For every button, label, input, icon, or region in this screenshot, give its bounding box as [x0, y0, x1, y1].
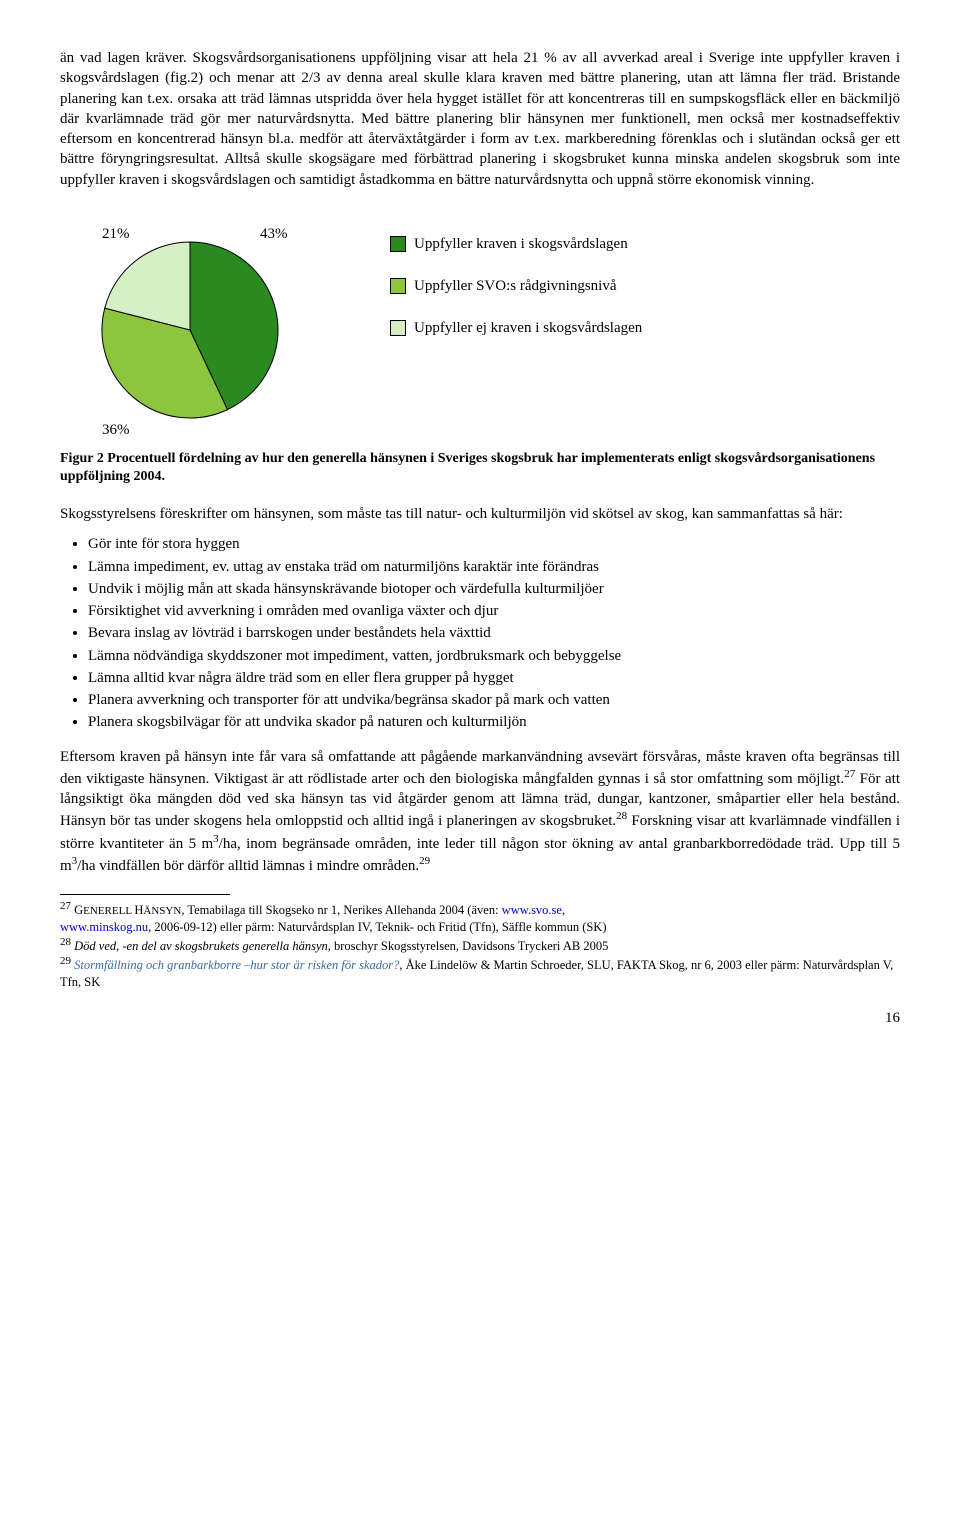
link-minskog[interactable]: www.minskog.nu [60, 920, 148, 934]
fn28-c: , broschyr Skogsstyrelsen, Davidsons Try… [328, 939, 609, 953]
fn27-f: , [562, 903, 565, 917]
pie-label-43: 43% [260, 224, 288, 244]
page-number: 16 [60, 1008, 900, 1028]
list-item: Planera skogsbilvägar för att undvika sk… [88, 712, 900, 732]
legend-text: Uppfyller kraven i skogsvårdslagen [414, 234, 628, 254]
pie-chart: 21% 43% 36% [60, 212, 360, 442]
fn29-b: Stormfällning och granbarkborre –hur sto… [74, 958, 399, 972]
legend-text: Uppfyller ej kraven i skogsvårdslagen [414, 318, 642, 338]
list-item: Lämna impediment, ev. uttag av enstaka t… [88, 557, 900, 577]
legend-swatch [390, 236, 406, 252]
fn27-b: ENERELL [83, 905, 134, 917]
pie-label-36: 36% [102, 420, 130, 440]
p3-seg-a: Eftersom kraven på hänsyn inte får vara … [60, 749, 900, 787]
fn28-num: 28 [60, 936, 71, 948]
fn28-b: Död ved, -en del av skogsbrukets generel… [74, 939, 328, 953]
legend-item: Uppfyller SVO:s rådgivningsnivå [390, 276, 642, 296]
footnote-ref-28: 28 [616, 810, 627, 822]
list-item: Planera avverkning och transporter för a… [88, 690, 900, 710]
footnote-29: 29 Stormfällning och granbarkborre –hur … [60, 954, 900, 990]
bullet-list: Gör inte för stora hyggen Lämna impedimen… [60, 534, 900, 732]
fn27-num: 27 [60, 900, 71, 912]
list-item: Undvik i möjlig mån att skada hänsynskrä… [88, 579, 900, 599]
figure-caption: Figur 2 Procentuell fördelning av hur de… [60, 450, 900, 486]
list-item: Gör inte för stora hyggen [88, 534, 900, 554]
figure-2: 21% 43% 36% Uppfyller kraven i skogsvård… [60, 212, 900, 442]
footnote-28: 28 Död ved, -en del av skogsbrukets gene… [60, 935, 900, 954]
fn27-d: ÄNSYN [143, 905, 181, 917]
fn27-g: , 2006-09-12) eller pärm: Naturvårdsplan… [148, 920, 606, 934]
p3-seg-e: /ha vindfällen bör därför alltid lämnas … [77, 858, 419, 874]
list-item: Bevara inslag av lövträd i barrskogen un… [88, 623, 900, 643]
fn27-e: , Temabilaga till Skogseko nr 1, Nerikes… [181, 903, 501, 917]
pie-legend: Uppfyller kraven i skogsvårdslagen Uppfyl… [390, 234, 642, 361]
paragraph-3: Eftersom kraven på hänsyn inte får vara … [60, 747, 900, 877]
pie-svg [60, 212, 360, 442]
list-item: Försiktighet vid avverkning i områden me… [88, 601, 900, 621]
legend-swatch [390, 320, 406, 336]
footnote-ref-29: 29 [419, 855, 430, 867]
list-item: Lämna alltid kvar några äldre träd som e… [88, 668, 900, 688]
legend-item: Uppfyller kraven i skogsvårdslagen [390, 234, 642, 254]
list-item: Lämna nödvändiga skyddszoner mot impedim… [88, 646, 900, 666]
legend-item: Uppfyller ej kraven i skogsvårdslagen [390, 318, 642, 338]
fn27-a: G [71, 903, 83, 917]
footnote-rule [60, 894, 230, 895]
paragraph-2: Skogsstyrelsens föreskrifter om hänsynen… [60, 504, 900, 524]
footnote-ref-27: 27 [844, 768, 855, 780]
pie-label-21: 21% [102, 224, 130, 244]
paragraph-1: än vad lagen kräver. Skogsvårdsorganisat… [60, 48, 900, 190]
legend-text: Uppfyller SVO:s rådgivningsnivå [414, 276, 616, 296]
fn29-num: 29 [60, 955, 71, 967]
footnote-27: 27 GENERELL HÄNSYN, Temabilaga till Skog… [60, 899, 900, 935]
legend-swatch [390, 278, 406, 294]
link-svo[interactable]: www.svo.se [502, 903, 562, 917]
